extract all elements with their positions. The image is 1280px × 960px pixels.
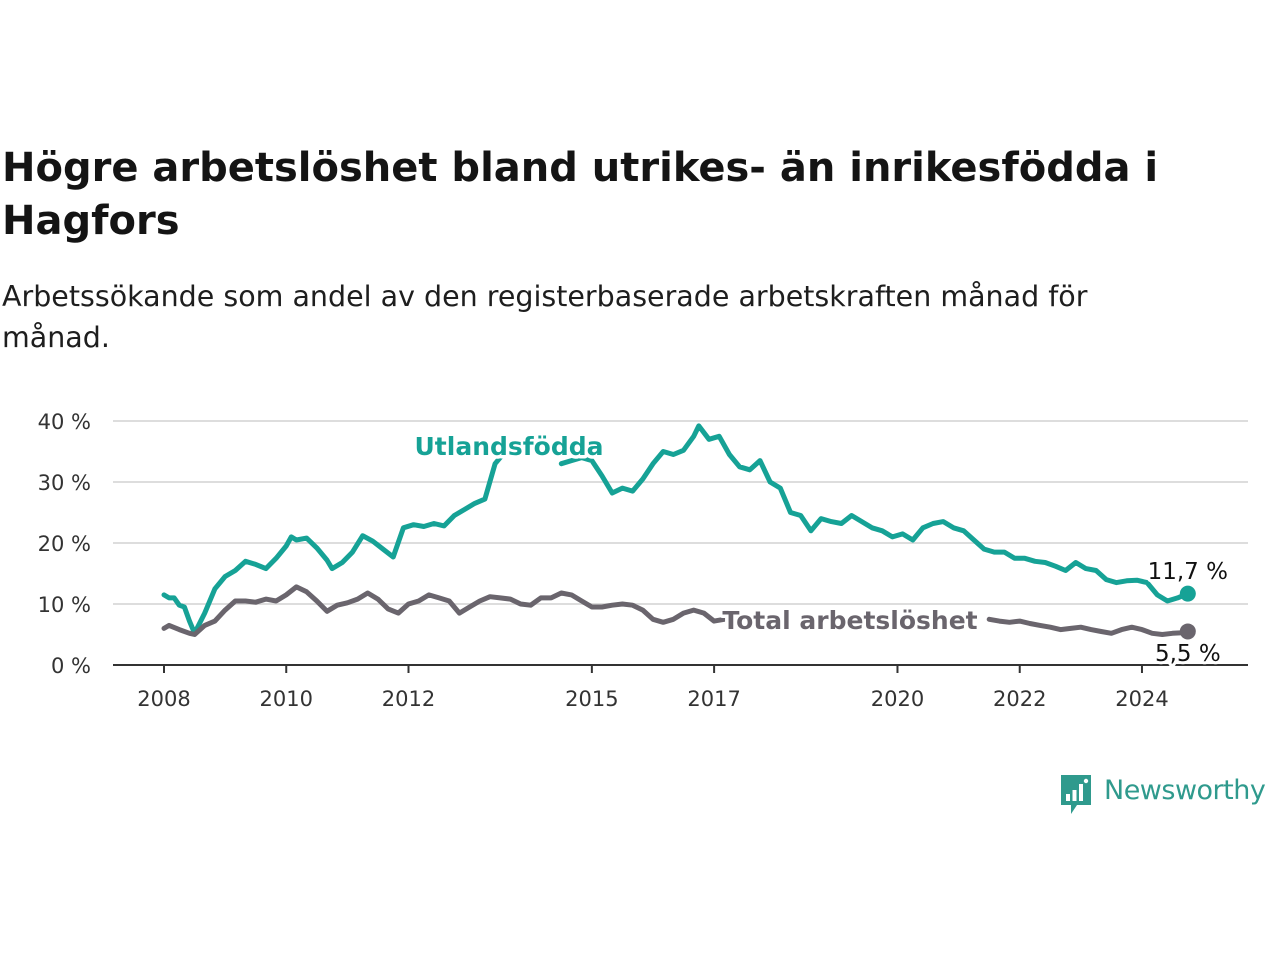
brand-name: Newsworthy [1104, 775, 1266, 806]
y-tick-label: 10 % [38, 593, 91, 617]
end-point-total [1179, 623, 1196, 640]
y-tick-label: 0 % [51, 654, 91, 678]
series-annotation: Total arbetslöshet [722, 606, 977, 635]
y-tick-label: 20 % [38, 532, 91, 556]
chart-title: Högre arbetslöshet bland utrikes- än inr… [2, 145, 1159, 244]
chart-subtitle: Arbetssökande som andel av den registerb… [2, 280, 1088, 354]
x-tick-label: 2012 [382, 687, 435, 711]
x-tick-label: 2010 [260, 687, 313, 711]
series-annotation: Utlandsfödda [415, 432, 604, 461]
end-value-label-total: 5,5 % [1155, 641, 1221, 667]
x-tick-label: 2024 [1115, 687, 1168, 711]
x-tick-label: 2017 [687, 687, 740, 711]
x-axis-ticks: 2008 2010 2012 2015 2017 2020 2022 2024 [137, 665, 1169, 711]
x-tick-label: 2008 [137, 687, 190, 711]
series-line-total [161, 584, 1191, 637]
series-lines [161, 423, 1196, 640]
x-tick-label: 2015 [565, 687, 618, 711]
x-tick-label: 2022 [993, 687, 1046, 711]
end-value-label-utlandsfodda: 11,7 % [1148, 559, 1228, 585]
series-labels: 11,7 % 5,5 % Utlandsfödda Total arbetslöshe… [411, 429, 1231, 671]
newsworthy-logo-icon [1061, 775, 1091, 814]
gridlines [113, 420, 1248, 666]
brand: Newsworthy [1058, 772, 1266, 818]
series-line-utlandsfodda [161, 423, 1191, 636]
y-tick-label: 30 % [38, 471, 91, 495]
x-tick-label: 2020 [871, 687, 924, 711]
y-axis-ticks: 0 % 10 % 20 % 30 % 40 % [38, 410, 91, 678]
y-tick-label: 40 % [38, 410, 91, 434]
end-point-utlandsfodda [1179, 585, 1196, 602]
